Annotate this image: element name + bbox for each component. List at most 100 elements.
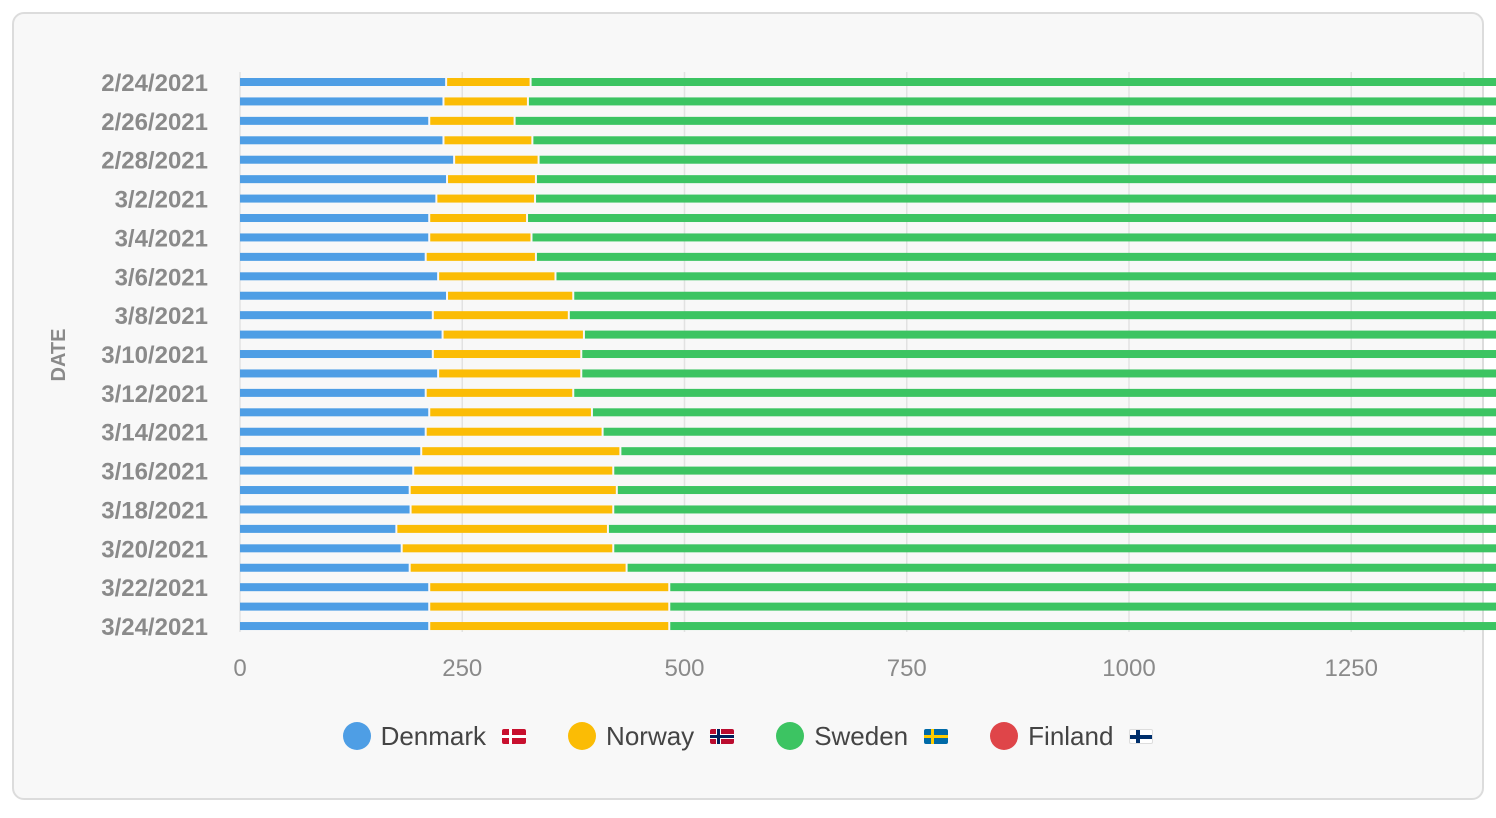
bar-segment-sweden[interactable] [539,155,1496,164]
y-tick-label: 2/26/2021 [101,109,208,136]
bar-segment-sweden[interactable] [670,583,1496,592]
bar-segment-sweden[interactable] [536,194,1496,203]
bar-segment-norway[interactable] [426,388,573,397]
bar-segment-sweden[interactable] [582,350,1496,359]
bar-segment-denmark[interactable] [240,563,409,572]
bar-segment-denmark[interactable] [240,194,436,203]
bar-segment-sweden[interactable] [608,524,1496,533]
bar-segment-denmark[interactable] [240,116,429,125]
bar-segment-denmark[interactable] [240,369,438,378]
bar-segment-denmark[interactable] [240,602,429,611]
bar-segment-norway[interactable] [447,78,530,86]
finland-color-dot [990,722,1019,750]
bar-segment-sweden[interactable] [584,330,1496,339]
bar-segment-sweden[interactable] [536,252,1496,261]
bar-segment-denmark[interactable] [240,214,429,223]
legend-item-sweden[interactable]: Sweden [776,721,949,752]
bar-segment-sweden[interactable] [603,427,1496,436]
bar-segment-norway[interactable] [439,272,555,281]
bar-segment-norway[interactable] [430,233,531,242]
bar-segment-norway[interactable] [455,155,538,164]
bar-segment-denmark[interactable] [240,486,409,495]
bar-segment-sweden[interactable] [617,486,1496,495]
bar-segment-denmark[interactable] [240,408,429,417]
bar-segment-sweden[interactable] [574,388,1496,397]
bar-segment-denmark[interactable] [240,97,443,106]
y-tick-label: 3/6/2021 [115,264,208,291]
bar-segment-denmark[interactable] [240,252,425,261]
bar-segment-denmark[interactable] [240,524,396,533]
bar-segment-denmark[interactable] [240,388,425,397]
bar-segment-denmark[interactable] [240,505,410,514]
bar-segment-denmark[interactable] [240,233,429,242]
legend-label: Finland [1028,720,1114,751]
bar-segment-sweden[interactable] [531,78,1496,86]
y-tick-label: 3/4/2021 [115,225,208,252]
bar-segment-norway[interactable] [433,311,568,320]
bar-segment-norway[interactable] [414,466,613,475]
bar-segment-denmark[interactable] [240,622,429,631]
bar-segment-sweden[interactable] [582,369,1496,378]
norway-flag-icon [710,728,735,744]
bar-segment-sweden[interactable] [574,291,1496,300]
bar-segment-norway[interactable] [430,602,669,611]
bar-segment-norway[interactable] [422,447,620,456]
bar-segment-norway[interactable] [439,369,581,378]
bar-segment-denmark[interactable] [240,291,447,300]
bar-segment-sweden[interactable] [536,175,1496,184]
bar-segment-denmark[interactable] [240,447,421,456]
bar-segment-norway[interactable] [448,291,573,300]
bar-segment-sweden[interactable] [670,602,1496,611]
bar-segment-sweden[interactable] [569,311,1496,320]
bar-segment-denmark[interactable] [240,427,425,436]
bar-segment-denmark[interactable] [240,311,432,320]
bar-segment-sweden[interactable] [528,214,1496,223]
bar-segment-norway[interactable] [430,214,527,223]
x-tick-label: 750 [887,655,927,682]
bar-segment-sweden[interactable] [532,233,1496,242]
bar-segment-norway[interactable] [444,136,532,145]
bar-segment-norway[interactable] [410,563,626,572]
bar-segment-norway[interactable] [437,194,535,203]
bar-segment-norway[interactable] [397,524,607,533]
bar-segment-denmark[interactable] [240,272,438,281]
bar-segment-norway[interactable] [430,622,669,631]
bar-segment-sweden[interactable] [614,544,1496,553]
bar-segment-denmark[interactable] [240,136,443,145]
bar-segment-sweden[interactable] [621,447,1496,456]
legend-item-denmark[interactable]: Denmark [342,721,527,752]
bar-segment-sweden[interactable] [533,136,1496,145]
bar-segment-norway[interactable] [430,116,514,125]
bar-segment-denmark[interactable] [240,155,454,164]
bar-segment-sweden[interactable] [614,466,1496,475]
bar-segment-norway[interactable] [402,544,613,553]
bar-segment-norway[interactable] [430,583,669,592]
legend-item-finland[interactable]: Finland [990,720,1154,752]
bar-segment-norway[interactable] [448,175,535,184]
bar-segment-norway[interactable] [430,408,591,417]
bar-segment-sweden[interactable] [627,563,1496,572]
bar-segment-denmark[interactable] [240,583,429,592]
bar-segment-denmark[interactable] [240,350,432,359]
legend-item-norway[interactable]: Norway [568,721,735,752]
bar-segment-norway[interactable] [433,350,581,359]
bar-segment-denmark[interactable] [240,330,442,339]
bar-segment-sweden[interactable] [515,116,1496,125]
bar-segment-denmark[interactable] [240,78,446,86]
x-tick-label: 0 [233,655,246,682]
bar-segment-sweden[interactable] [528,97,1496,106]
bar-segment-sweden[interactable] [614,505,1496,514]
y-tick-label: 2/24/2021 [101,70,208,97]
bar-segment-norway[interactable] [444,97,527,106]
bar-segment-denmark[interactable] [240,175,447,184]
bar-segment-sweden[interactable] [670,622,1496,631]
bar-segment-norway[interactable] [443,330,583,339]
bar-segment-norway[interactable] [410,486,616,495]
bar-segment-norway[interactable] [426,427,602,436]
bar-segment-norway[interactable] [411,505,613,514]
bar-segment-sweden[interactable] [556,272,1496,281]
bar-segment-sweden[interactable] [592,408,1496,417]
bar-segment-denmark[interactable] [240,466,413,475]
bar-segment-norway[interactable] [426,252,535,261]
bar-segment-denmark[interactable] [240,544,401,553]
